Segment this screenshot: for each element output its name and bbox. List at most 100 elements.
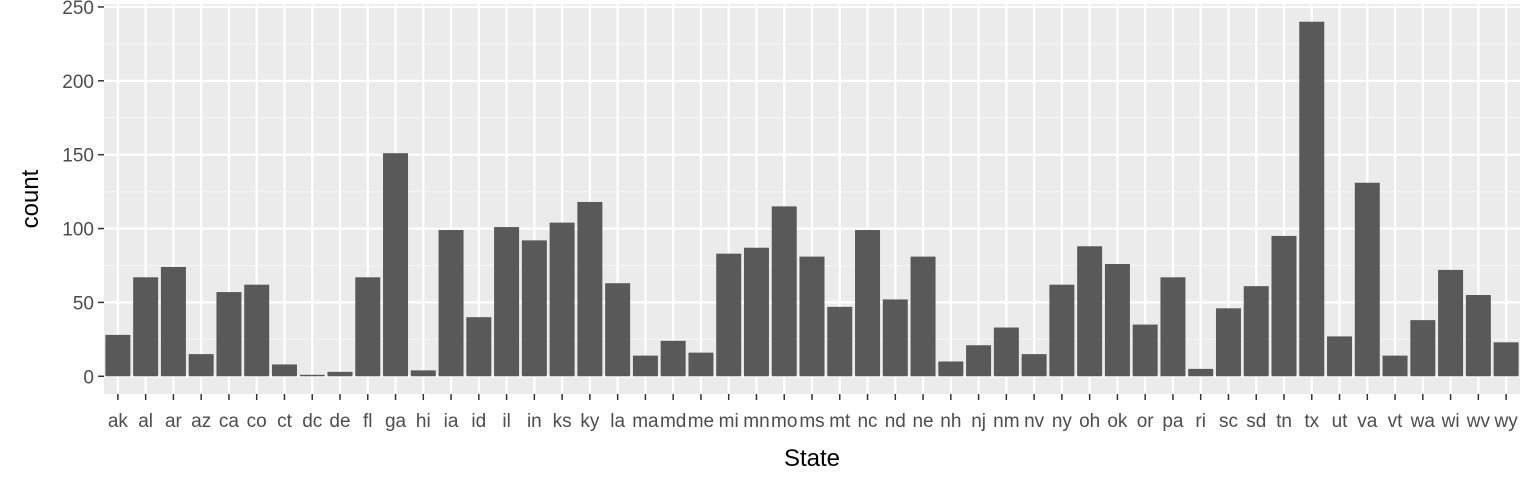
x-tick-label: va [1357,411,1378,432]
bar-ne [910,256,936,377]
x-tick-label: hi [416,411,431,432]
bar-ks [549,222,575,377]
y-axis: 0 50 100 150 200 250 [62,0,104,388]
bar-ky [577,201,603,377]
x-tick-label: ia [444,411,459,432]
y-tick-label: 250 [62,0,94,19]
bar-mt [827,306,853,377]
x-tick-label: in [527,411,542,432]
bar-vt [1382,355,1408,377]
x-tick-label: md [660,411,686,432]
bar-mo [771,206,797,377]
bar-nh [938,361,964,377]
bar-nd [882,299,908,377]
bar-ct [271,364,297,377]
bar-wa [1410,320,1436,377]
bar-dc [299,374,325,377]
bar-ut [1327,336,1353,377]
x-tick-label: sc [1219,411,1238,432]
x-axis: ak al ar az ca co ct dc de fl ga hi ia id il in ks ky la ma… [108,394,1518,432]
bar-nj [966,345,992,377]
bar-oh [1077,246,1103,377]
x-tick-label: nh [940,411,961,432]
x-tick-label: ma [632,411,659,432]
x-tick-label: ne [912,411,933,432]
bar-la [605,283,631,377]
bar-ri [1188,368,1214,377]
bar-ga [383,153,409,377]
x-tick-label: id [471,411,486,432]
x-tick-label: ut [1332,411,1349,432]
bar-mi [716,253,742,377]
y-axis-title: count [17,169,44,228]
x-tick-label: al [138,411,153,432]
y-tick-label: 200 [62,72,94,93]
x-tick-label: ar [165,411,183,432]
bar-de [327,371,353,377]
bar-ca [216,292,242,377]
x-tick-label: nj [971,411,986,432]
bar-va [1354,182,1380,377]
x-tick-label: dc [302,411,322,432]
bar-sc [1215,308,1241,377]
bar-md [660,340,686,377]
bar-az [188,354,214,377]
bar-ok [1104,264,1130,377]
bar-nm [993,327,1019,377]
x-tick-label: wv [1466,411,1491,432]
x-tick-label: ok [1107,411,1128,432]
x-tick-label: co [247,411,267,432]
x-tick-label: fl [363,411,373,432]
bar-wy [1493,342,1519,377]
x-tick-label: ks [553,411,572,432]
x-tick-label: nd [885,411,906,432]
x-tick-label: me [688,411,714,432]
bar-me [688,352,714,377]
x-tick-label: or [1137,411,1155,432]
x-tick-label: ct [277,411,293,432]
bar-ny [1049,284,1075,377]
bar-ma [632,355,658,377]
x-tick-label: mo [771,411,797,432]
bar-id [466,317,492,377]
x-tick-label: nm [993,411,1019,432]
x-tick-label: ky [580,411,600,432]
bar-in [521,240,547,377]
x-tick-label: mn [743,411,769,432]
y-tick-label: 50 [73,293,94,314]
bar-nv [1021,354,1047,377]
bar-sd [1243,286,1269,377]
x-tick-label: ms [799,411,824,432]
x-tick-label: vt [1388,411,1404,432]
bar-co [244,284,270,377]
bar-or [1132,324,1158,377]
bar-ak [105,334,131,377]
x-tick-label: tn [1276,411,1292,432]
x-tick-label: ca [219,411,240,432]
x-tick-label: wy [1494,411,1519,432]
x-tick-label: de [329,411,350,432]
x-tick-label: nc [857,411,877,432]
bar-nc [855,230,881,377]
x-tick-label: pa [1162,411,1184,432]
x-tick-label: nv [1024,411,1045,432]
y-tick-label: 100 [62,220,94,241]
x-tick-label: oh [1079,411,1100,432]
x-tick-label: sd [1246,411,1266,432]
y-tick-label: 150 [62,146,94,167]
bar-ar [160,266,186,377]
x-tick-label: tx [1304,411,1319,432]
bar-fl [355,277,381,377]
x-tick-label: mi [719,411,739,432]
x-axis-title: State [784,445,840,472]
bar-wi [1438,269,1464,377]
bar-wv [1465,295,1491,377]
bar-tn [1271,235,1297,377]
bar-ia [438,230,464,377]
x-tick-label: il [502,411,510,432]
x-tick-label: wi [1441,411,1460,432]
bar-hi [410,370,436,377]
bar-pa [1160,277,1186,377]
x-tick-label: ga [385,411,407,432]
